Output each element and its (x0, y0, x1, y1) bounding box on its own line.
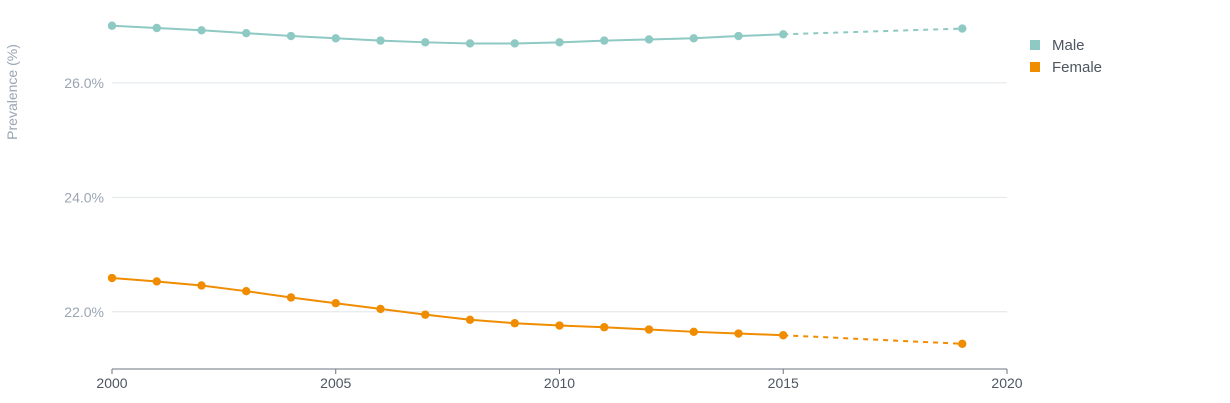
data-point-female (107, 273, 117, 283)
data-point-female (555, 321, 564, 330)
x-axis: 2000 2005 2010 2015 2020 (96, 368, 1023, 391)
x-tick-label: 2000 (96, 375, 127, 391)
data-point-female (734, 329, 743, 338)
data-point-female (779, 331, 788, 340)
x-tick-label: 2020 (991, 375, 1022, 391)
legend-item-female[interactable]: Female (1030, 56, 1102, 78)
y-axis-ticks: 22.0% 24.0% 26.0% (64, 75, 104, 320)
data-point-male (286, 31, 296, 41)
y-tick-label: 22.0% (64, 304, 104, 320)
data-point-female (376, 304, 385, 314)
data-point-female (152, 277, 161, 286)
legend-swatch-male (1030, 40, 1040, 50)
data-point-male (465, 39, 475, 48)
data-point-male (734, 31, 743, 41)
legend-item-male[interactable]: Male (1030, 34, 1102, 56)
data-point-male (242, 28, 251, 38)
x-tick-label: 2010 (544, 375, 575, 391)
data-point-female (286, 293, 296, 302)
series-projection-female (783, 334, 963, 345)
data-point-male (107, 21, 117, 30)
data-point-female (465, 315, 475, 324)
data-point-male (331, 34, 340, 43)
legend-label-male: Male (1052, 36, 1085, 54)
data-point-female (689, 327, 698, 337)
data-point-male (779, 30, 788, 39)
series-line-male (111, 24, 784, 45)
data-point-male (376, 36, 385, 45)
data-point-male (152, 23, 161, 33)
y-tick-label: 24.0% (64, 189, 104, 205)
series-line-female (111, 277, 784, 337)
x-tick-label: 2015 (768, 375, 799, 391)
data-point-female (331, 299, 340, 308)
data-point-male (510, 39, 519, 48)
data-point-male (958, 24, 967, 33)
data-point-female (600, 323, 609, 332)
x-tick-label: 2005 (320, 375, 351, 391)
data-point-male (421, 38, 430, 47)
data-point-female (510, 319, 519, 328)
y-axis-label: Prevalence (%) (4, 44, 20, 140)
data-point-female (242, 286, 251, 296)
data-point-female (958, 339, 967, 349)
legend: Male Female (1030, 34, 1102, 78)
data-point-male (689, 34, 698, 43)
data-point-male (600, 36, 609, 45)
data-point-female (197, 281, 206, 290)
data-point-male (197, 26, 206, 35)
y-tick-label: 26.0% (64, 75, 104, 91)
gridlines (112, 82, 1007, 313)
series-projection-male (783, 27, 963, 36)
legend-swatch-female (1030, 62, 1040, 72)
series-group (107, 21, 967, 349)
data-point-female (421, 310, 430, 319)
data-point-male (555, 38, 564, 47)
data-point-male (644, 35, 654, 44)
legend-label-female: Female (1052, 58, 1103, 76)
data-point-female (644, 325, 654, 334)
